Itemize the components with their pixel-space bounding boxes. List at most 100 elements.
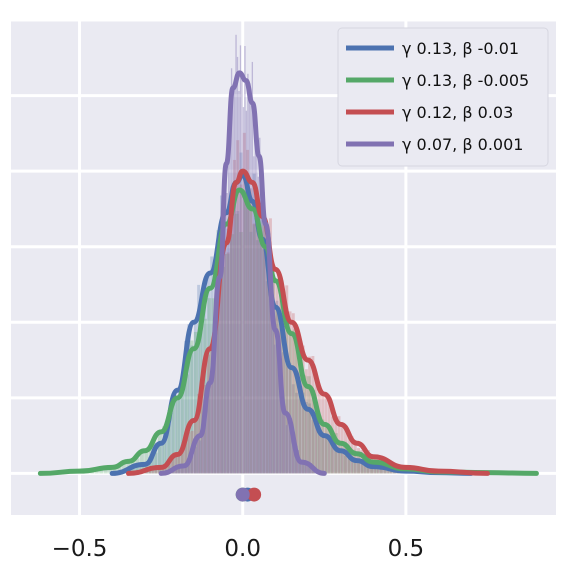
histogram-bar: [197, 284, 201, 474]
histogram-bar: [260, 162, 262, 474]
histogram-bar: [190, 345, 194, 474]
histogram-bar: [255, 240, 259, 474]
histogram-bar: [342, 441, 347, 474]
histogram-bar: [121, 462, 126, 474]
histogram-bar: [320, 419, 325, 474]
histogram-bar: [223, 254, 227, 474]
histogram-bar: [324, 433, 328, 474]
histogram-bar: [176, 467, 178, 474]
histogram-bar: [266, 244, 268, 474]
histogram-bar: [303, 462, 305, 474]
histogram-bar: [235, 34, 237, 474]
histogram-bar: [266, 253, 271, 474]
histogram-bar: [187, 324, 191, 474]
histogram-bar: [288, 330, 293, 474]
histogram-bar: [275, 283, 279, 474]
histogram-bar: [285, 285, 289, 474]
histogram-bar: [171, 458, 175, 474]
histogram-bar: [338, 442, 343, 474]
x-tick-label-1: 0.0: [224, 536, 261, 562]
histogram-bar: [216, 310, 220, 474]
histogram-bar: [262, 249, 266, 474]
histogram-bar: [340, 422, 344, 474]
histogram-bar: [180, 445, 184, 474]
histogram-bar: [190, 453, 193, 474]
histogram-bar: [229, 234, 235, 474]
histogram-bar: [379, 468, 383, 474]
histogram-bar: [291, 431, 294, 474]
histogram-bar: [293, 443, 295, 474]
histogram-bar: [162, 426, 167, 474]
histogram-bar: [304, 369, 308, 474]
histogram-bar: [241, 80, 243, 474]
histogram-bar: [291, 313, 295, 474]
histogram-bar: [257, 176, 259, 474]
histogram-bar: [175, 397, 180, 474]
histogram-bar: [243, 190, 248, 474]
histogram-bar: [267, 241, 270, 474]
histogram-bar: [317, 427, 321, 474]
histogram-bar: [270, 276, 275, 474]
histogram-bar: [306, 464, 308, 474]
histogram-bar: [207, 400, 209, 474]
histogram-bar: [220, 277, 222, 474]
histogram-bar: [334, 448, 338, 474]
histogram-bar: [275, 300, 279, 474]
histogram-bar: [220, 195, 223, 474]
histogram-bar: [112, 466, 117, 474]
histogram-bar: [171, 404, 175, 474]
histogram-bar: [314, 423, 318, 474]
histogram-bar: [347, 447, 352, 474]
histogram-bar: [226, 193, 228, 474]
histogram-bar: [184, 440, 188, 474]
histogram-bar: [259, 205, 263, 474]
histogram-bar: [265, 230, 269, 474]
histogram-bar: [285, 425, 288, 474]
histogram-bar: [246, 149, 250, 474]
histogram-bar: [293, 329, 298, 474]
histogram-bar: [157, 433, 162, 474]
rug-point-4: [235, 487, 250, 502]
histogram-bar: [177, 392, 181, 474]
histogram-bar: [239, 152, 243, 474]
histogram-bar: [186, 461, 188, 474]
legend-label-3: γ 0.12, β 0.03: [402, 103, 513, 122]
histogram-bar: [281, 386, 283, 474]
histogram-bar: [214, 344, 216, 474]
histogram-bar: [193, 445, 196, 474]
histogram-bar: [117, 465, 122, 474]
histogram-bar: [373, 466, 377, 474]
rug-point-3: [247, 487, 262, 502]
histogram-bar: [108, 467, 113, 474]
histogram-bar: [257, 225, 262, 474]
histogram-bar: [255, 223, 259, 474]
histogram-bar: [268, 275, 272, 474]
histogram-bar: [299, 458, 301, 474]
histogram-bar: [308, 356, 312, 474]
histogram-bar: [366, 464, 370, 474]
histogram-bar: [213, 324, 217, 474]
histogram-bar: [217, 317, 219, 474]
histogram-bar: [211, 298, 217, 474]
histogram-bar: [204, 414, 206, 474]
histogram-bar: [263, 192, 265, 474]
histogram-bar: [177, 453, 181, 474]
histogram-bar: [184, 374, 189, 474]
histogram-bar: [311, 389, 316, 474]
histogram-bar: [246, 200, 250, 474]
histogram-bar: [290, 427, 292, 474]
histogram-bar: [247, 73, 249, 474]
histogram-bar: [167, 461, 171, 474]
histogram-bar: [229, 140, 231, 474]
histogram-bar: [158, 468, 161, 474]
histogram-bar: [252, 224, 257, 474]
histogram-bar: [284, 410, 286, 474]
histogram-bar: [135, 465, 139, 474]
histogram-bar: [239, 45, 242, 474]
histogram-bar: [262, 206, 266, 474]
histogram-bar: [245, 110, 248, 474]
histogram-bar: [239, 232, 244, 474]
histogram-bar: [158, 445, 161, 474]
histogram-bar: [302, 375, 307, 474]
